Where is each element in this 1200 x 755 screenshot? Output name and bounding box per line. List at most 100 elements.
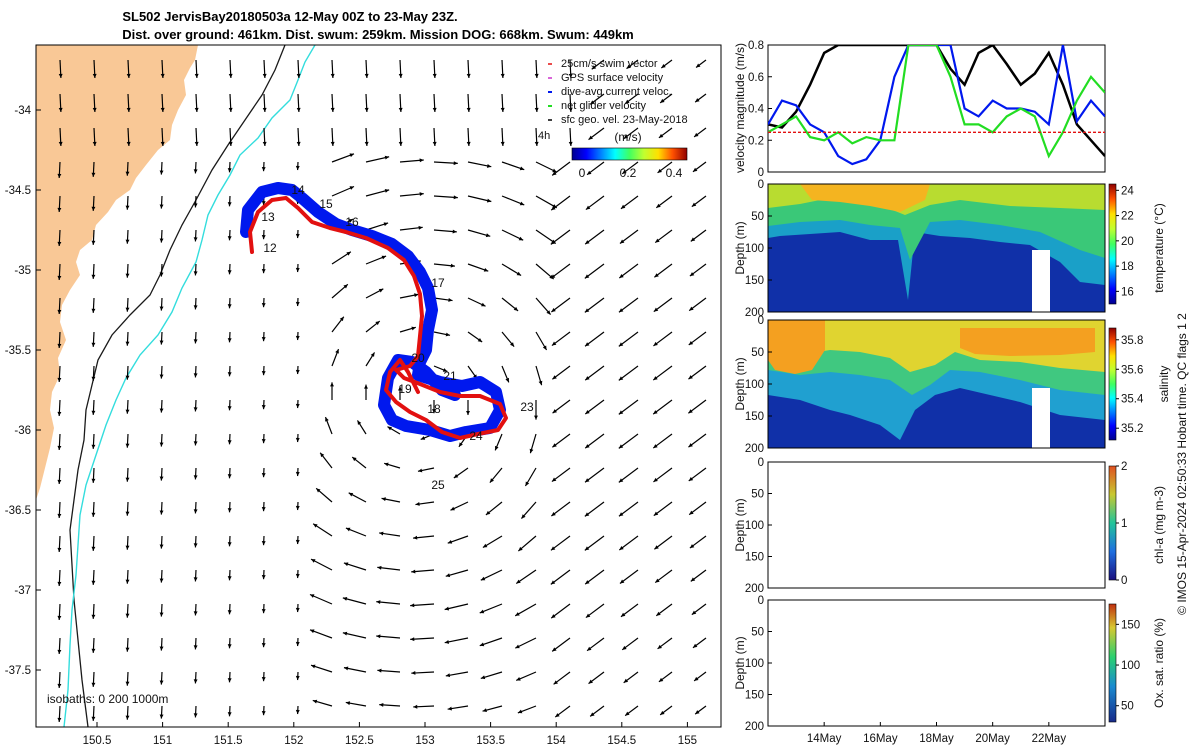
map-x-tick-label: 154 [547,735,567,747]
colorbar-tick-label: 1 [1121,518,1127,530]
salinity-colorbar [1109,328,1116,440]
day-label: 25 [431,478,445,492]
chla-axes [768,462,1105,588]
time-tick-label: 18May [919,733,954,745]
map-x-tick-label: 151 [153,735,172,747]
oxygen-colorbar-label: Ox. sat. ratio (%) [1152,618,1166,708]
chla-colorbar [1109,466,1116,580]
chla-ylabel: Depth (m) [733,498,747,551]
map-y-tick-label: -36.5 [5,505,31,517]
map-x-tick-label: 154.5 [607,735,636,747]
temperature-colorbar-label: temperature (°C) [1152,203,1166,293]
velocity-ylabel: velocity magnitude (m/s) [733,43,747,173]
map-y-tick-label: -35 [14,265,31,277]
day-label: 15 [319,197,333,211]
legend-net-velocity: net glider velocity [561,100,646,112]
salinity-ylabel: Depth (m) [733,357,747,410]
velocity-y-tick-label: 0.2 [748,135,764,147]
day-label: 12 [263,241,277,255]
oxygen-axes [768,600,1105,726]
depth-tick-label: 100 [745,520,764,532]
colorbar-tick-label: 35.2 [1121,423,1143,435]
depth-tick-label: 100 [745,658,764,670]
depth-tick-label: 200 [745,583,764,595]
depth-tick-label: 0 [758,595,764,607]
map-x-tick-label: 153.5 [476,735,505,747]
day-label: 14 [291,183,305,197]
day-label: 17 [431,276,445,290]
velocity-y-tick-label: 0.6 [748,72,764,84]
velocity-y-tick-label: 0.8 [748,40,764,52]
colorbar-tick-label: 35.8 [1121,335,1143,347]
sal-data-gap [1032,388,1050,448]
depth-tick-label: 150 [745,275,764,287]
depth-tick-label: 0 [758,457,764,469]
legend-swim-vector: 25cm/s swim vector [561,58,658,70]
legend-extra-label: 4h [538,130,550,142]
speed-colorbar-tick: 0.2 [620,166,637,180]
isobaths-label: isobaths: 0 200 1000m [47,692,168,706]
map-y-tick-label: -34.5 [5,185,31,197]
depth-tick-label: 100 [745,243,764,255]
temperature-colorbar [1109,184,1116,304]
time-tick-label: 22May [1032,733,1067,745]
depth-tick-label: 100 [745,379,764,391]
salinity-colorbar-ticks: 35.2 35.4 35.6 35.8 [1116,335,1144,435]
day-label: 18 [427,402,441,416]
colorbar-tick-label: 16 [1121,286,1134,298]
time-tick-label: 20May [975,733,1010,745]
depth-tick-label: 150 [745,690,764,702]
legend-dive-avg: dive-avg current veloc. [561,86,672,98]
map-y-tick-label: -37 [14,585,31,597]
map-x-tick-label: 151.5 [214,735,243,747]
speed-colorbar [572,148,687,160]
day-label: 23 [520,400,534,414]
credit-text: © IMOS 15-Apr-2024 02:50:33 Hobart time.… [1175,313,1189,615]
oxygen-ylabel: Depth (m) [733,636,747,689]
map-x-tick-label: 150.5 [83,735,112,747]
colorbar-tick-label: 50 [1121,701,1134,713]
chla-colorbar-ticks: 012 [1116,461,1127,587]
depth-tick-label: 0 [758,315,764,327]
colorbar-tick-label: 0 [1121,575,1127,587]
depth-tick-label: 150 [745,552,764,564]
temp-data-gap [1032,250,1050,312]
map-x-tick-label: 152 [284,735,303,747]
map-x-tick-label: 155 [678,735,697,747]
depth-tick-label: 200 [745,443,764,455]
colorbar-tick-label: 35.6 [1121,364,1143,376]
speed-colorbar-tick: 0 [579,166,586,180]
colorbar-tick-label: 35.4 [1121,394,1144,406]
colorbar-tick-label: 24 [1121,185,1134,197]
colorbar-tick-label: 22 [1121,211,1134,223]
time-tick-label: 16May [863,733,898,745]
map-y-tick-label: -36 [14,425,31,437]
legend-sfc-geo-vel: sfc geo. vel. 23-May-2018 [561,114,688,126]
map-y-tick-label: -34 [14,105,31,117]
colorbar-tick-label: 100 [1121,660,1140,672]
speed-colorbar-tick: 0.4 [666,166,683,180]
depth-tick-label: 50 [751,347,764,359]
day-label: 19 [398,382,412,396]
velocity-panel: 0 0.2 0.4 0.6 0.8 velocity magnitude (m/s) [733,40,1105,179]
velocity-y-tick-label: 0.4 [748,104,765,116]
velocity-y-tick-label: 0 [758,167,764,179]
day-label: 13 [261,210,275,224]
depth-tick-label: 50 [751,489,764,501]
temperature-section [768,184,1105,312]
map-y-tick-label: -35.5 [5,345,31,357]
temperature-ylabel: Depth (m) [733,221,747,274]
depth-tick-label: 150 [745,411,764,423]
day-label: 21 [443,369,457,383]
salinity-section [768,320,1105,448]
legend-gps-velocity: GPS surface velocity [561,72,664,84]
day-label: 20 [411,351,425,365]
map-x-tick-label: 153 [415,735,434,747]
